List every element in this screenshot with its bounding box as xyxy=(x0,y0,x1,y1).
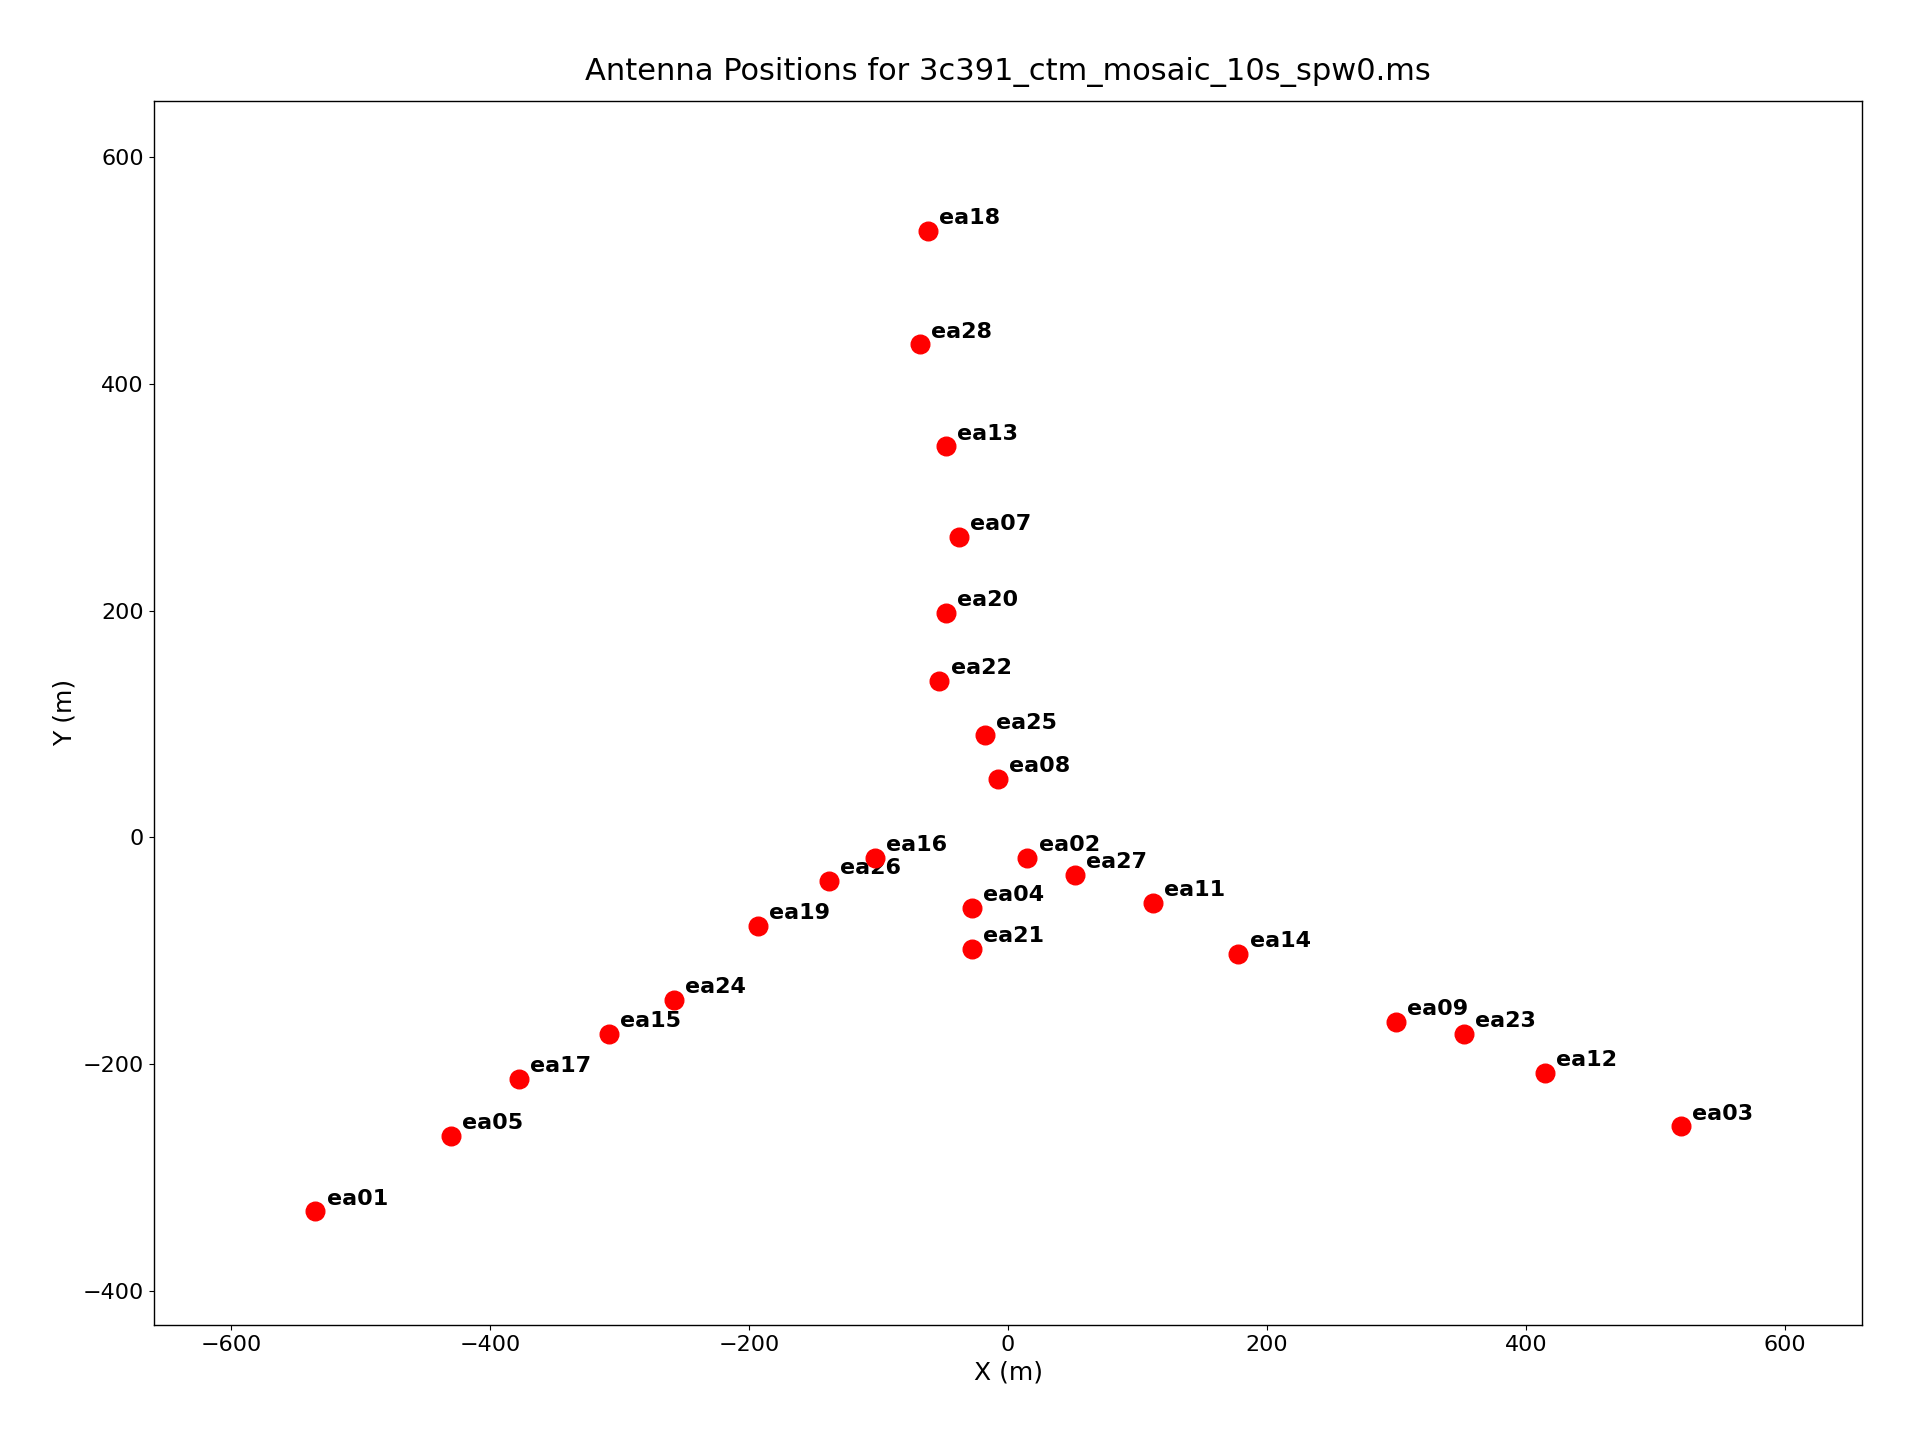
Text: ea24: ea24 xyxy=(685,976,747,996)
Point xyxy=(956,896,987,919)
Text: ea07: ea07 xyxy=(970,514,1031,534)
Text: ea25: ea25 xyxy=(996,713,1056,733)
Y-axis label: Y (m): Y (m) xyxy=(54,680,77,746)
Text: ea26: ea26 xyxy=(841,858,902,877)
Point xyxy=(983,768,1014,791)
Title: Antenna Positions for 3c391_ctm_mosaic_10s_spw0.ms: Antenna Positions for 3c391_ctm_mosaic_1… xyxy=(586,58,1430,86)
Point xyxy=(503,1067,534,1090)
Point xyxy=(943,526,973,549)
Text: ea22: ea22 xyxy=(950,658,1012,678)
Point xyxy=(956,937,987,960)
Text: ea08: ea08 xyxy=(1008,756,1069,776)
Point xyxy=(300,1200,330,1223)
Text: ea27: ea27 xyxy=(1087,852,1148,873)
Text: ea28: ea28 xyxy=(931,321,993,341)
Text: ea13: ea13 xyxy=(956,423,1018,444)
Text: ea03: ea03 xyxy=(1692,1103,1753,1123)
Point xyxy=(1667,1115,1697,1138)
Point xyxy=(814,868,845,891)
Point xyxy=(931,602,962,625)
Point xyxy=(1380,1011,1411,1034)
Point xyxy=(912,220,943,243)
Point xyxy=(860,847,891,870)
Point xyxy=(593,1022,624,1045)
Point xyxy=(1139,891,1169,914)
Text: ea11: ea11 xyxy=(1164,880,1225,900)
Point xyxy=(931,435,962,458)
Text: ea19: ea19 xyxy=(770,903,829,923)
Text: ea21: ea21 xyxy=(983,926,1044,946)
Point xyxy=(1530,1061,1561,1084)
Point xyxy=(1223,943,1254,966)
Text: ea23: ea23 xyxy=(1475,1011,1536,1031)
Text: ea18: ea18 xyxy=(939,209,1000,228)
Point xyxy=(924,670,954,693)
Text: ea12: ea12 xyxy=(1557,1050,1617,1070)
Point xyxy=(970,724,1000,747)
Point xyxy=(743,914,774,937)
Text: ea09: ea09 xyxy=(1407,999,1469,1020)
Text: ea14: ea14 xyxy=(1250,932,1311,952)
Point xyxy=(904,333,935,356)
Text: ea17: ea17 xyxy=(530,1056,591,1076)
Text: ea01: ea01 xyxy=(326,1188,388,1208)
Text: ea02: ea02 xyxy=(1039,835,1100,855)
Point xyxy=(659,988,689,1011)
Point xyxy=(1448,1022,1478,1045)
Point xyxy=(1060,864,1091,887)
Text: ea05: ea05 xyxy=(463,1113,524,1133)
Text: ea15: ea15 xyxy=(620,1011,682,1031)
Text: ea04: ea04 xyxy=(983,884,1044,904)
X-axis label: X (m): X (m) xyxy=(973,1359,1043,1384)
Text: ea20: ea20 xyxy=(956,590,1018,611)
Point xyxy=(1012,847,1043,870)
Point xyxy=(436,1125,467,1148)
Text: ea16: ea16 xyxy=(885,835,947,855)
